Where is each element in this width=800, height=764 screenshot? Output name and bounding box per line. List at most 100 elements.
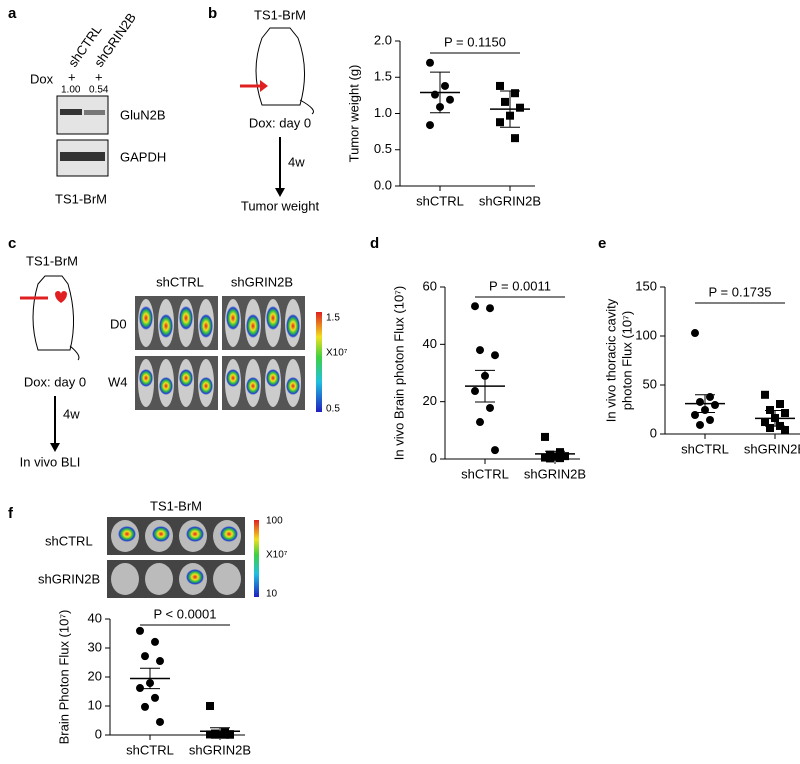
arrow bbox=[260, 80, 268, 92]
panel-letter: e bbox=[598, 235, 606, 252]
readout: Tumor weight bbox=[241, 198, 320, 213]
y-tick-label: 60 bbox=[423, 278, 437, 293]
data-point bbox=[156, 717, 164, 726]
data-point bbox=[761, 418, 769, 427]
cell-line: TS1-BrM bbox=[55, 191, 107, 206]
duration: 4w bbox=[63, 406, 80, 421]
p-value: P < 0.0001 bbox=[153, 606, 216, 621]
data-point bbox=[426, 121, 434, 130]
y-tick-label: 2.0 bbox=[374, 32, 392, 47]
y-axis-label: Brain Photon Flux (10⁷) bbox=[56, 610, 71, 745]
data-point bbox=[706, 392, 714, 401]
dox-mark: + bbox=[68, 69, 76, 84]
p-value: P = 0.1735 bbox=[708, 284, 771, 299]
scale-max: 1.5 bbox=[326, 313, 340, 324]
signal bbox=[139, 306, 153, 330]
y-tick-label: 40 bbox=[88, 610, 102, 625]
mouse bbox=[32, 275, 80, 361]
group-label: shGRIN2B bbox=[38, 571, 100, 586]
ratio: 1.00 bbox=[61, 85, 81, 96]
x-tick-label: shGRIN2B bbox=[189, 742, 251, 757]
data-point bbox=[691, 329, 699, 338]
y-tick-label: 20 bbox=[423, 393, 437, 408]
treatment: Dox: day 0 bbox=[24, 374, 86, 389]
x-tick-label: shCTRL bbox=[126, 742, 174, 757]
signal bbox=[159, 377, 173, 395]
data-point bbox=[471, 302, 479, 311]
data-point bbox=[136, 626, 144, 635]
dox-label: Dox bbox=[30, 71, 54, 86]
signal bbox=[179, 369, 193, 387]
signal bbox=[266, 369, 280, 387]
data-point bbox=[546, 454, 554, 463]
signal bbox=[226, 369, 240, 387]
duration: 4w bbox=[288, 154, 305, 169]
signal bbox=[286, 377, 300, 395]
readout: In vivo BLI bbox=[20, 454, 81, 469]
band bbox=[60, 109, 82, 115]
band bbox=[60, 152, 105, 161]
y-axis-label: In vivo Brain photon Flux (10⁷) bbox=[391, 286, 406, 461]
y-tick-label: 0 bbox=[95, 726, 102, 741]
signal bbox=[139, 369, 153, 387]
p-value: P = 0.0011 bbox=[489, 278, 551, 293]
y-tick-label: 50 bbox=[643, 376, 657, 391]
data-point bbox=[206, 702, 214, 710]
y-axis-label: Tumor weight (g) bbox=[346, 65, 361, 163]
y-tick-label: 40 bbox=[423, 336, 437, 351]
brain-image bbox=[145, 563, 173, 595]
signal bbox=[266, 306, 280, 330]
colorbar bbox=[316, 312, 322, 412]
signal bbox=[152, 526, 170, 542]
y-tick-label: 1.5 bbox=[374, 69, 392, 84]
data-point bbox=[446, 95, 454, 104]
panel-letter: b bbox=[208, 5, 217, 22]
data-point bbox=[711, 400, 719, 409]
data-point bbox=[486, 403, 494, 412]
data-point bbox=[476, 418, 484, 427]
data-point bbox=[511, 89, 519, 98]
data-point bbox=[141, 702, 149, 711]
signal bbox=[220, 526, 238, 542]
bli-images bbox=[135, 296, 305, 410]
signal bbox=[118, 526, 136, 542]
data-point bbox=[691, 410, 699, 419]
data-point bbox=[511, 134, 519, 143]
heart bbox=[55, 291, 67, 303]
data-point bbox=[776, 400, 784, 409]
data-point bbox=[476, 346, 484, 355]
panel-letter: f bbox=[8, 505, 14, 522]
data-point bbox=[501, 97, 509, 106]
data-point bbox=[781, 425, 789, 434]
y-tick-label: 20 bbox=[88, 668, 102, 683]
panel-letter: a bbox=[8, 5, 17, 22]
data-point bbox=[156, 657, 164, 666]
data-point bbox=[556, 454, 564, 463]
colorbar bbox=[254, 520, 259, 597]
brain-images bbox=[107, 517, 245, 598]
data-point bbox=[151, 693, 159, 702]
panel-letter: c bbox=[8, 235, 16, 252]
mouse bbox=[255, 27, 314, 115]
dox-mark: + bbox=[95, 69, 103, 84]
x-tick-label: shCTRL bbox=[681, 441, 729, 456]
scale-min: 10 bbox=[266, 589, 278, 600]
data-point bbox=[491, 351, 499, 360]
y-tick-label: 0.0 bbox=[374, 177, 392, 192]
lane-label: shGRIN2B bbox=[91, 10, 139, 70]
y-tick-label: 0 bbox=[650, 425, 657, 440]
data-point bbox=[541, 453, 549, 462]
signal bbox=[246, 377, 260, 395]
panel-letter: d bbox=[370, 235, 379, 252]
x-tick-label: shCTRL bbox=[461, 466, 509, 481]
data-point bbox=[136, 684, 144, 693]
data-point bbox=[766, 424, 774, 433]
y-tick-label: 150 bbox=[635, 278, 657, 293]
data-point bbox=[556, 448, 564, 457]
y-tick-label: 1.0 bbox=[374, 105, 392, 120]
signal bbox=[159, 314, 173, 338]
x-tick-label: shGRIN2B bbox=[744, 441, 800, 456]
p-value: P = 0.1150 bbox=[444, 34, 506, 49]
scale-unit: X10⁷ bbox=[266, 550, 288, 561]
